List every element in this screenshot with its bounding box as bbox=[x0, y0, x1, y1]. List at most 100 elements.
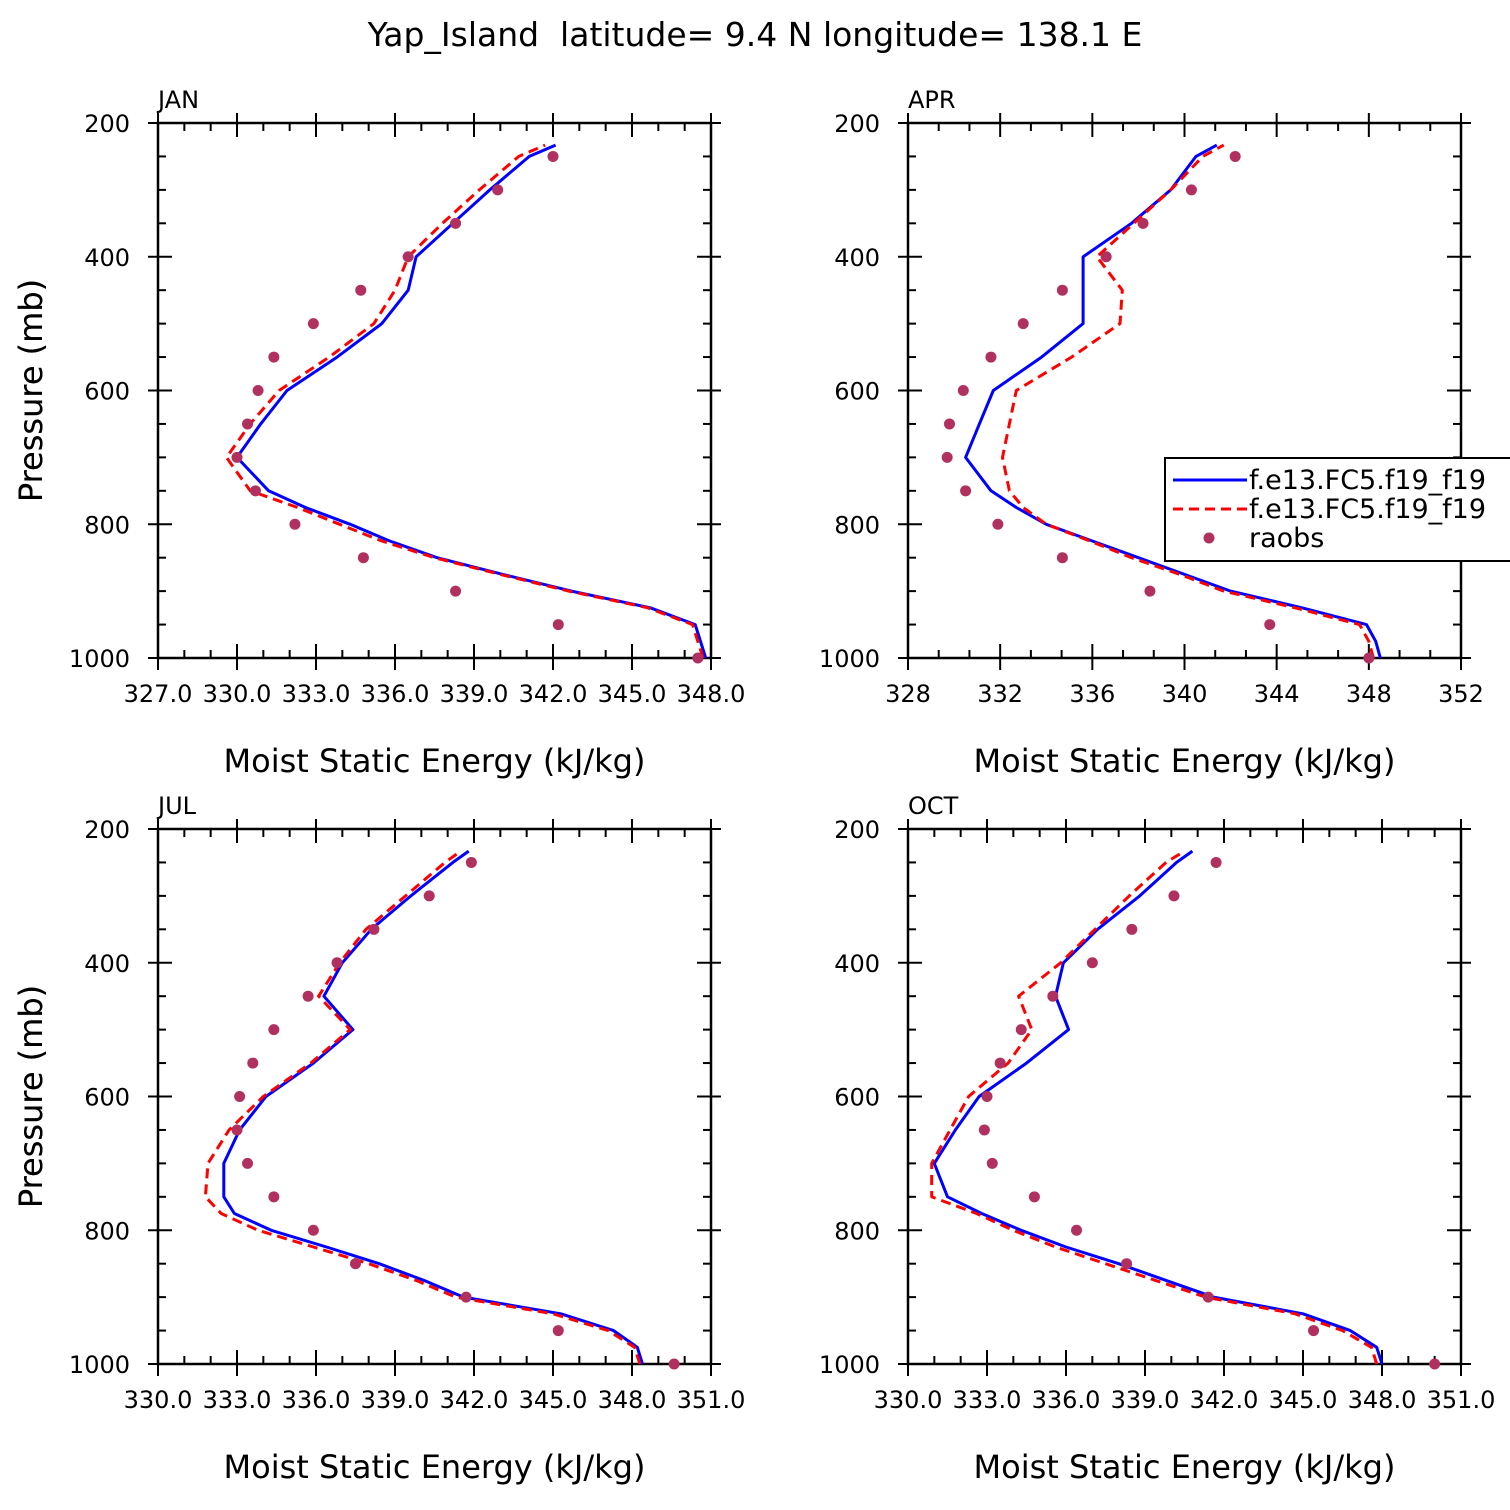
raobs-point bbox=[450, 585, 462, 597]
raobs-point bbox=[1121, 1258, 1133, 1270]
raobs-point bbox=[1028, 1191, 1040, 1203]
raobs-point bbox=[307, 1224, 319, 1236]
raobs-point bbox=[460, 1291, 472, 1303]
raobs-point bbox=[1429, 1358, 1441, 1370]
series-line-solid bbox=[932, 849, 1384, 1365]
x-tick-label: 336.0 bbox=[1032, 1386, 1101, 1414]
raobs-point bbox=[668, 1358, 680, 1370]
panel-label: JUL bbox=[156, 792, 197, 820]
y-tick-label: 1000 bbox=[819, 645, 880, 673]
raobs-point bbox=[943, 418, 955, 430]
y-tick-label: 200 bbox=[84, 110, 130, 138]
y-tick-label: 1000 bbox=[819, 1351, 880, 1379]
raobs-point bbox=[941, 451, 953, 463]
x-tick-label: 345.0 bbox=[598, 680, 667, 708]
series-line-dashed bbox=[1001, 143, 1375, 659]
raobs-point bbox=[957, 385, 969, 396]
raobs-point bbox=[268, 351, 280, 363]
series-line-dashed bbox=[930, 849, 1379, 1365]
x-axis-label: Moist Static Energy (kJ/kg) bbox=[974, 742, 1396, 780]
raobs-point bbox=[1144, 585, 1156, 597]
raobs-point bbox=[231, 451, 243, 463]
raobs-point bbox=[450, 217, 462, 229]
y-axis-label: Pressure (mb) bbox=[12, 279, 50, 502]
panels: 200 400 600 800 1000 327.0 330.0 333.0 336.0 339.… bbox=[12, 86, 1495, 1486]
x-tick-label: 328 bbox=[885, 680, 931, 708]
raobs-point bbox=[252, 385, 264, 396]
legend-label: f.e13.FC5.f19_f19 bbox=[1249, 494, 1486, 525]
x-axis-label: Moist Static Energy (kJ/kg) bbox=[224, 742, 646, 780]
raobs-point bbox=[547, 150, 559, 162]
x-tick-label: 333.0 bbox=[282, 680, 351, 708]
y-axis-label: Pressure (mb) bbox=[12, 985, 50, 1208]
raobs-point bbox=[1308, 1325, 1320, 1337]
y-tick-label: 600 bbox=[84, 1084, 130, 1112]
series-line-dashed bbox=[225, 143, 705, 659]
raobs-point bbox=[268, 1024, 280, 1036]
raobs-point bbox=[1264, 619, 1276, 631]
panel-oct: 200 400 600 800 1000 330.0 333.0 336.0 339.0 342.… bbox=[12, 792, 1495, 1486]
panel-label: OCT bbox=[908, 792, 959, 820]
raobs-point bbox=[992, 518, 1004, 530]
x-tick-label: 330.0 bbox=[203, 680, 272, 708]
raobs-point bbox=[986, 1157, 998, 1169]
raobs-point bbox=[985, 351, 997, 363]
raobs-point bbox=[268, 1191, 280, 1203]
raobs-point bbox=[289, 518, 301, 530]
panel-label: JAN bbox=[156, 86, 199, 114]
x-tick-label: 333.0 bbox=[953, 1386, 1022, 1414]
x-tick-label: 330.0 bbox=[124, 1386, 193, 1414]
x-tick-label: 339.0 bbox=[440, 680, 509, 708]
raobs-point bbox=[1047, 990, 1059, 1002]
y-tick-label: 1000 bbox=[69, 645, 130, 673]
raobs-point bbox=[994, 1057, 1006, 1069]
series-line-dashed bbox=[203, 849, 642, 1365]
x-tick-label: 339.0 bbox=[1111, 1386, 1180, 1414]
series-line-solid bbox=[964, 143, 1382, 659]
x-tick-label: 330.0 bbox=[874, 1386, 943, 1414]
raobs-point bbox=[1126, 923, 1138, 935]
raobs-point bbox=[1137, 217, 1149, 229]
x-tick-label: 345.0 bbox=[519, 1386, 588, 1414]
y-tick-label: 400 bbox=[834, 244, 880, 272]
panel-label: APR bbox=[908, 86, 956, 114]
y-tick-label: 800 bbox=[84, 511, 130, 539]
y-axis-label: Pressure (mb) bbox=[12, 279, 50, 502]
x-tick-label: 336 bbox=[1069, 680, 1115, 708]
raobs-point bbox=[465, 856, 477, 868]
raobs-point bbox=[302, 990, 314, 1002]
x-tick-label: 340 bbox=[1162, 680, 1208, 708]
series-line-solid bbox=[235, 143, 708, 659]
raobs-point bbox=[355, 284, 367, 296]
raobs-point bbox=[357, 552, 369, 564]
raobs-point bbox=[492, 184, 504, 196]
panel-jan: 200 400 600 800 1000 327.0 330.0 333.0 336.0 339.… bbox=[12, 86, 745, 780]
raobs-point bbox=[350, 1258, 361, 1270]
raobs-point bbox=[1086, 957, 1098, 969]
y-tick-label: 600 bbox=[834, 378, 880, 406]
x-tick-label: 336.0 bbox=[361, 680, 430, 708]
raobs-point bbox=[1229, 150, 1241, 162]
raobs-point bbox=[1363, 652, 1375, 664]
raobs-point bbox=[234, 1091, 246, 1102]
x-tick-label: 351.0 bbox=[1427, 1386, 1496, 1414]
raobs-point bbox=[242, 1157, 254, 1169]
y-tick-label: 600 bbox=[834, 1084, 880, 1112]
y-tick-label: 200 bbox=[834, 110, 880, 138]
y-tick-label: 800 bbox=[834, 511, 880, 539]
raobs-point bbox=[552, 1325, 564, 1337]
x-tick-label: 351.0 bbox=[677, 1386, 746, 1414]
raobs-point bbox=[1056, 284, 1068, 296]
legend-swatch-dot bbox=[1203, 532, 1215, 544]
raobs-point bbox=[1071, 1224, 1083, 1236]
raobs-point bbox=[1100, 251, 1112, 263]
y-tick-label: 400 bbox=[84, 244, 130, 272]
raobs-point bbox=[423, 890, 435, 902]
raobs-point bbox=[331, 957, 343, 969]
panel-jul: 200 400 600 800 1000 330.0 333.0 336.0 339.0 342.… bbox=[12, 792, 745, 1486]
raobs-point bbox=[1015, 1024, 1027, 1036]
raobs-point bbox=[368, 923, 380, 935]
